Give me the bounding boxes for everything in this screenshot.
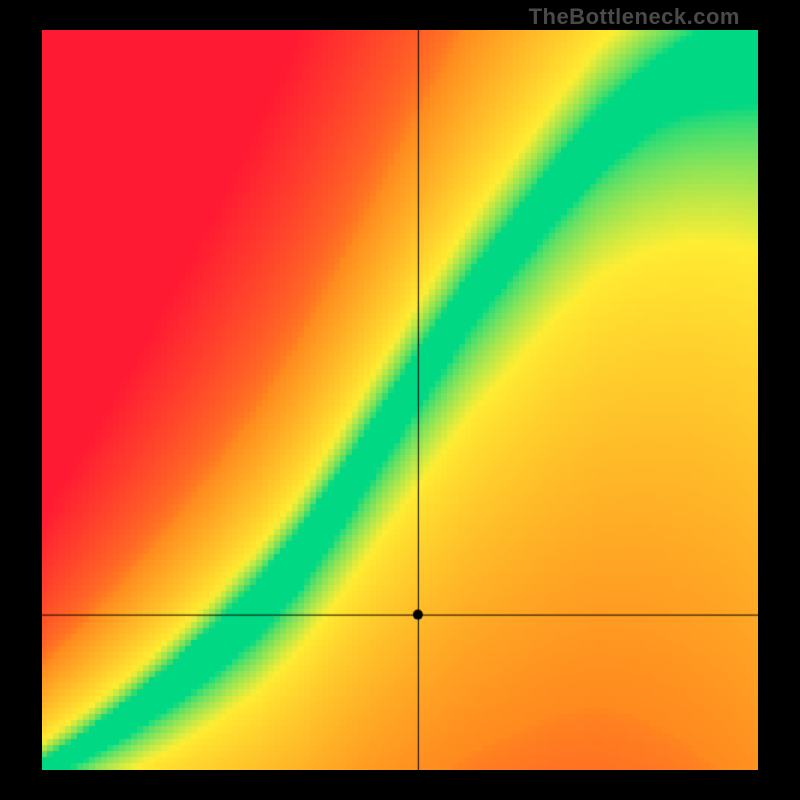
chart-frame: TheBottleneck.com xyxy=(0,0,800,800)
watermark-text: TheBottleneck.com xyxy=(529,4,740,30)
bottleneck-heatmap xyxy=(42,30,758,770)
